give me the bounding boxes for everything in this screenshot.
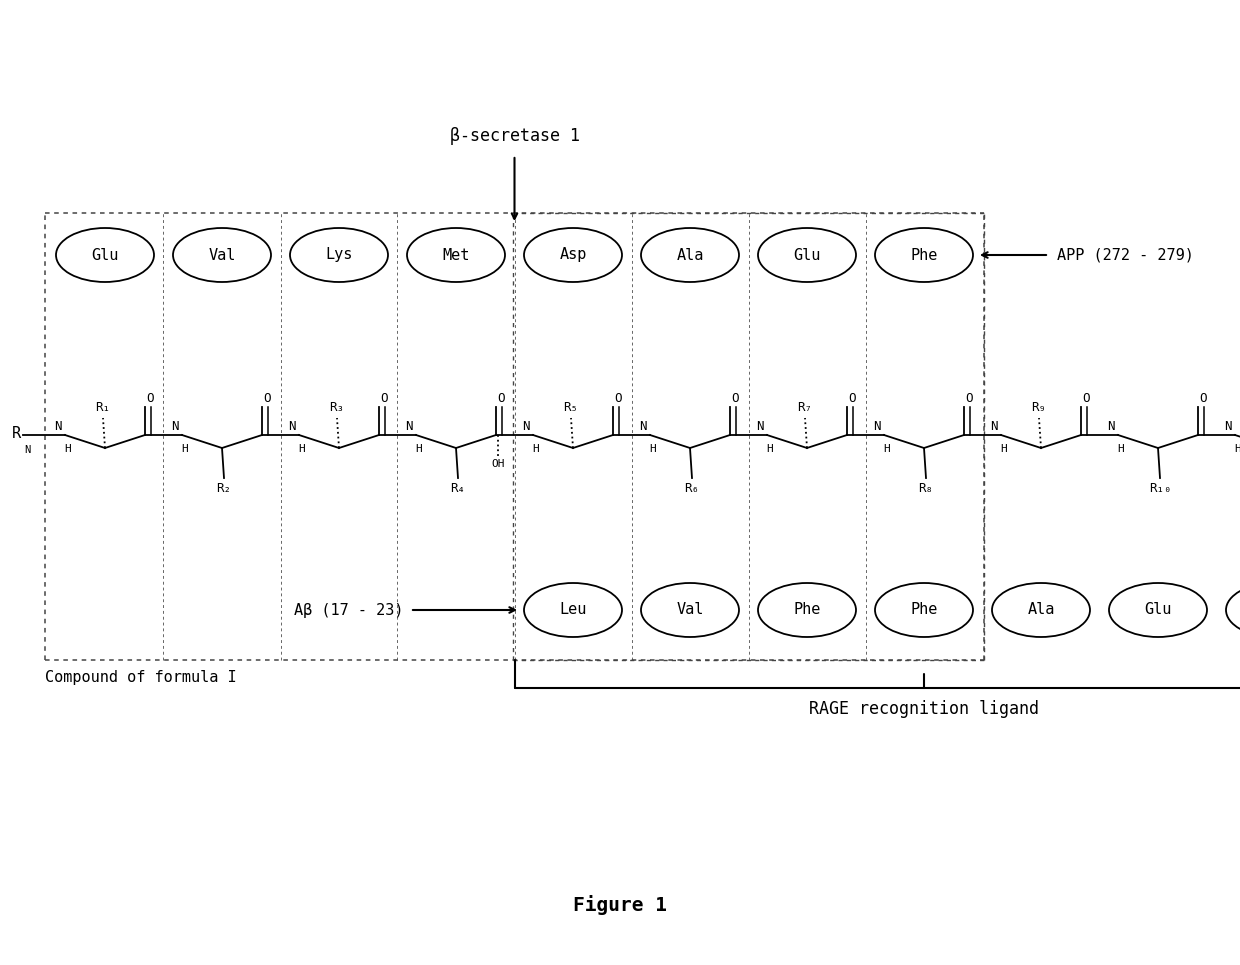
- Ellipse shape: [641, 228, 739, 282]
- Text: O: O: [614, 392, 621, 405]
- Text: R₆: R₆: [684, 482, 699, 495]
- Text: O: O: [263, 392, 270, 405]
- Ellipse shape: [56, 228, 154, 282]
- Text: O: O: [848, 392, 856, 405]
- Ellipse shape: [992, 583, 1090, 637]
- Text: N: N: [522, 420, 529, 433]
- Text: R₉: R₉: [1032, 401, 1047, 414]
- Text: H: H: [1001, 444, 1007, 454]
- Text: Glu: Glu: [1145, 602, 1172, 618]
- Text: Glu: Glu: [92, 247, 119, 262]
- Text: Ala: Ala: [676, 247, 703, 262]
- Text: R₁: R₁: [95, 401, 110, 414]
- Text: Leu: Leu: [559, 602, 587, 618]
- Text: H: H: [415, 444, 423, 454]
- Text: R₈: R₈: [919, 482, 934, 495]
- Text: N: N: [289, 420, 296, 433]
- Text: Figure 1: Figure 1: [573, 895, 667, 915]
- Text: O: O: [965, 392, 972, 405]
- Text: H: H: [1117, 444, 1125, 454]
- Ellipse shape: [174, 228, 272, 282]
- Text: R₇: R₇: [797, 401, 812, 414]
- Ellipse shape: [525, 228, 622, 282]
- Text: RAGE recognition ligand: RAGE recognition ligand: [808, 700, 1039, 718]
- Text: O: O: [732, 392, 739, 405]
- Text: N: N: [24, 445, 30, 455]
- Ellipse shape: [758, 583, 856, 637]
- Text: Glu: Glu: [794, 247, 821, 262]
- Ellipse shape: [1109, 583, 1207, 637]
- Text: Aβ (17 - 23): Aβ (17 - 23): [295, 602, 404, 618]
- Text: H: H: [181, 444, 188, 454]
- Text: O: O: [1083, 392, 1090, 405]
- Text: H: H: [1235, 444, 1240, 454]
- Text: H: H: [64, 444, 72, 454]
- Text: H: H: [299, 444, 305, 454]
- Ellipse shape: [758, 228, 856, 282]
- Text: H: H: [533, 444, 539, 454]
- Text: R₄: R₄: [450, 482, 465, 495]
- Text: H: H: [766, 444, 774, 454]
- Text: N: N: [1107, 420, 1115, 433]
- Text: Phe: Phe: [910, 247, 937, 262]
- Ellipse shape: [407, 228, 505, 282]
- Text: R: R: [12, 427, 21, 442]
- Text: Phe: Phe: [910, 602, 937, 618]
- Text: O: O: [497, 392, 505, 405]
- Text: N: N: [640, 420, 647, 433]
- Text: H: H: [650, 444, 656, 454]
- Ellipse shape: [641, 583, 739, 637]
- Text: Lys: Lys: [325, 247, 352, 262]
- Ellipse shape: [1226, 583, 1240, 637]
- Text: N: N: [55, 420, 62, 433]
- Text: Phe: Phe: [794, 602, 821, 618]
- Text: N: N: [171, 420, 179, 433]
- Ellipse shape: [290, 228, 388, 282]
- Text: APP (272 - 279): APP (272 - 279): [1056, 247, 1194, 262]
- Text: Asp: Asp: [559, 247, 587, 262]
- Text: O: O: [381, 392, 388, 405]
- Text: Ala: Ala: [1027, 602, 1055, 618]
- Text: Val: Val: [208, 247, 236, 262]
- Ellipse shape: [525, 583, 622, 637]
- Text: R₃: R₃: [330, 401, 345, 414]
- Text: R₁₀: R₁₀: [1148, 482, 1172, 495]
- Text: Met: Met: [443, 247, 470, 262]
- Text: R₅: R₅: [563, 401, 579, 414]
- Text: N: N: [991, 420, 998, 433]
- Text: N: N: [1225, 420, 1233, 433]
- Text: Compound of formula I: Compound of formula I: [45, 670, 237, 685]
- Text: R₂: R₂: [217, 482, 232, 495]
- Text: N: N: [873, 420, 880, 433]
- Text: O: O: [1199, 392, 1207, 405]
- Ellipse shape: [875, 583, 973, 637]
- Text: OH: OH: [491, 459, 505, 469]
- Text: N: N: [405, 420, 413, 433]
- Ellipse shape: [875, 228, 973, 282]
- Text: Val: Val: [676, 602, 703, 618]
- Text: O: O: [146, 392, 154, 405]
- Text: N: N: [756, 420, 764, 433]
- Text: H: H: [884, 444, 890, 454]
- Text: β-secretase 1: β-secretase 1: [449, 127, 579, 145]
